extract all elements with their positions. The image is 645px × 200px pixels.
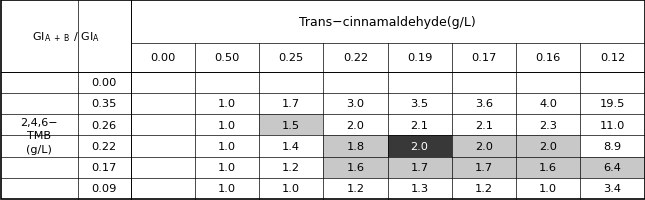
Text: 1.0: 1.0	[218, 183, 236, 193]
Text: 2.1: 2.1	[411, 120, 429, 130]
Text: 0.22: 0.22	[92, 141, 117, 151]
Text: 0.26: 0.26	[92, 120, 117, 130]
Text: 3.0: 3.0	[346, 99, 364, 109]
Text: 2.0: 2.0	[475, 141, 493, 151]
Bar	[516, 157, 580, 178]
Text: 2.0: 2.0	[346, 120, 364, 130]
Text: 3.6: 3.6	[475, 99, 493, 109]
Text: 0.09: 0.09	[92, 183, 117, 193]
Text: 0.50: 0.50	[214, 53, 240, 63]
Text: 1.0: 1.0	[218, 99, 236, 109]
Text: 2.3: 2.3	[539, 120, 557, 130]
Text: Trans−cinnamaldehyde(g/L): Trans−cinnamaldehyde(g/L)	[299, 16, 476, 29]
Text: 0.17: 0.17	[92, 162, 117, 172]
Text: 1.7: 1.7	[411, 162, 429, 172]
Text: 1.2: 1.2	[475, 183, 493, 193]
Text: 1.0: 1.0	[218, 120, 236, 130]
Text: 0.00: 0.00	[92, 78, 117, 88]
Text: 0.17: 0.17	[471, 53, 497, 63]
Text: 1.2: 1.2	[282, 162, 300, 172]
Text: 0.22: 0.22	[343, 53, 368, 63]
Bar	[323, 136, 388, 157]
Text: 1.2: 1.2	[346, 183, 364, 193]
Bar	[580, 157, 644, 178]
Text: 0.00: 0.00	[150, 53, 175, 63]
Text: 1.0: 1.0	[218, 162, 236, 172]
Text: 1.6: 1.6	[539, 162, 557, 172]
Text: 1.0: 1.0	[282, 183, 301, 193]
Text: $\mathrm{GI_{A\ +\ B}\ /\ GI_{A}}$: $\mathrm{GI_{A\ +\ B}\ /\ GI_{A}}$	[32, 30, 99, 44]
Text: 1.7: 1.7	[475, 162, 493, 172]
Text: 3.4: 3.4	[603, 183, 621, 193]
Text: 2.0: 2.0	[539, 141, 557, 151]
Text: 0.25: 0.25	[279, 53, 304, 63]
Text: 6.4: 6.4	[604, 162, 621, 172]
Text: 8.9: 8.9	[603, 141, 621, 151]
Bar	[388, 157, 451, 178]
Text: 1.5: 1.5	[282, 120, 301, 130]
Bar	[259, 115, 323, 136]
Text: 0.12: 0.12	[600, 53, 625, 63]
Text: 11.0: 11.0	[600, 120, 625, 130]
Text: 1.0: 1.0	[539, 183, 557, 193]
Bar	[451, 136, 516, 157]
Text: 0.35: 0.35	[92, 99, 117, 109]
Text: 1.6: 1.6	[346, 162, 364, 172]
Text: 1.7: 1.7	[282, 99, 301, 109]
Text: 1.4: 1.4	[282, 141, 300, 151]
Text: 19.5: 19.5	[600, 99, 625, 109]
Bar	[516, 136, 580, 157]
Text: 1.8: 1.8	[346, 141, 364, 151]
Bar	[323, 157, 388, 178]
Text: 2,4,6−
TMB
(g/L): 2,4,6− TMB (g/L)	[21, 118, 58, 154]
Text: 0.16: 0.16	[535, 53, 561, 63]
Bar	[388, 136, 451, 157]
Text: 1.0: 1.0	[218, 141, 236, 151]
Text: 4.0: 4.0	[539, 99, 557, 109]
Text: 1.3: 1.3	[411, 183, 429, 193]
Text: 2.0: 2.0	[411, 141, 429, 151]
Bar	[451, 157, 516, 178]
Text: 2.1: 2.1	[475, 120, 493, 130]
Text: 0.19: 0.19	[407, 53, 432, 63]
Text: 3.5: 3.5	[411, 99, 429, 109]
